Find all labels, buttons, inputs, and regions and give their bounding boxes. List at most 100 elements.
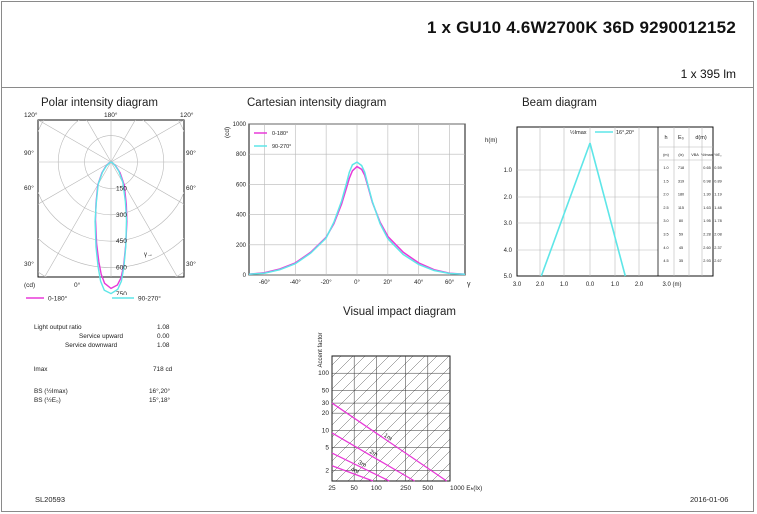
beam-table-cell: 2.28 [703, 233, 710, 237]
visual-hatch [332, 356, 390, 414]
polar-title: Polar intensity diagram [41, 97, 158, 109]
beam-table-cell: 2.37 [714, 246, 721, 250]
cartesian-x-ticks: -60° -40° -20° 0° 20° 40° 60° [259, 280, 455, 286]
polar-spoke [110, 120, 184, 163]
visual-hatch [332, 356, 414, 438]
polar-gamma-marker: γ→ [144, 252, 153, 258]
polar-spoke [44, 161, 112, 277]
visual-y-label: Accent factor [318, 332, 324, 367]
cartesian-y-tick: 400 [236, 213, 247, 219]
cartesian-legend-label-90-270: 90-270° [272, 144, 291, 150]
polar-ring-label: 600 [116, 265, 127, 272]
visual-hatch [443, 474, 450, 481]
polar-legend-label-0-180: 0-180° [48, 295, 68, 303]
cartesian-y-tick: 800 [236, 152, 247, 158]
stat-label-bs-imax: BS (½Imax) [34, 388, 68, 395]
polar-spoke [110, 161, 178, 277]
visual-impact-diagram: Accent factor 100 50 30 20 10 5 2 25 50 100 250 50… [318, 332, 492, 492]
beam-cone-right [589, 142, 627, 277]
beam-y-label: 5.0 [504, 274, 513, 280]
cartesian-y-tick: 1000 [233, 122, 247, 128]
visual-y-label: 50 [322, 387, 330, 394]
beam-table-unit: (lx) [678, 153, 684, 157]
polar-spoke [110, 161, 184, 205]
stat-value-bs-imax: 16°,20° [149, 388, 171, 395]
visual-x-labels: 25 50 100 250 500 1000 Eₕ(lx) [328, 485, 482, 492]
polar-ring-3 [38, 237, 184, 268]
beam-table-header: d(m) [695, 135, 706, 141]
polar-ring-label: 450 [116, 238, 127, 245]
stat-value-lor: 1.08 [157, 324, 170, 331]
cartesian-legend: 0-180° 90-270° [254, 131, 291, 150]
cartesian-y-tick: 600 [236, 182, 247, 188]
visual-distance-line-2 [331, 452, 390, 482]
polar-label-0: 0° [74, 281, 81, 289]
beam-table-unit: ½Imax [701, 153, 712, 157]
beam-y-label: 1.0 [504, 168, 513, 174]
beam-table-cell: 1.5 [663, 179, 668, 183]
visual-hatch [407, 438, 450, 481]
beam-x-label: 1.0 [611, 282, 620, 288]
polar-diagram: 120° 180° 120° 90° 90° 60° 60° 30° 30° 0… [24, 111, 196, 295]
visual-hatch [332, 356, 450, 474]
visual-y-label: 2 [325, 467, 329, 474]
polar-label-180: 180° [104, 111, 118, 119]
document-code: SL20593 [35, 495, 66, 504]
cartesian-y-unit: (cd) [224, 127, 231, 138]
beam-table-cell: 35 [679, 259, 683, 263]
beam-table-header: E₀ [678, 135, 684, 141]
stat-label-upward: Service upward [79, 333, 124, 340]
beam-table-cell: 319 [678, 179, 684, 183]
polar-cd-label: (cd) [24, 282, 35, 289]
beam-legend-value: 16°,20° [616, 130, 634, 136]
beam-table-cell: 0.65 [703, 166, 710, 170]
visual-y-label: 10 [322, 427, 330, 434]
beam-y-label: 4.0 [504, 248, 513, 254]
beam-table-cell: 80 [679, 219, 683, 223]
beam-table-cell: 2.5 [663, 206, 668, 210]
beam-x-labels: 3.0 2.0 1.0 0.0 1.0 2.0 3.0 (m) [513, 282, 682, 288]
polar-ring-label: 300 [116, 212, 127, 219]
beam-table-cell: 180 [678, 193, 684, 197]
cartesian-series-line-1 [248, 161, 466, 275]
beam-x-label: 3.0 [513, 282, 522, 288]
polar-label-90-right: 90° [186, 149, 196, 157]
stat-value-bs-e0: 15°,18° [149, 397, 171, 404]
beam-table-cell: 1.30 [703, 193, 710, 197]
cartesian-x-tick: -20° [321, 280, 333, 286]
polar-curve-1 [94, 161, 128, 295]
beam-table-cell: 2.93 [703, 259, 710, 263]
beam-table-cell: 1.48 [714, 206, 721, 210]
cartesian-x-tick: 0° [354, 280, 360, 286]
polar-label-30-left: 30° [24, 260, 34, 268]
visual-hatch [383, 414, 450, 481]
beam-table-header: h [664, 135, 667, 141]
visual-y-label: 5 [325, 445, 329, 452]
visual-x-label: 1000 Eₕ(lx) [450, 485, 482, 492]
beam-table-cell: 1.0 [663, 166, 668, 170]
polar-label-30-right: 30° [186, 260, 196, 268]
polar-label-60-left: 60° [24, 184, 34, 192]
polar-spoke [38, 120, 112, 163]
beam-x-label: 3.0 (m) [662, 282, 681, 288]
beam-y-label: 2.0 [504, 195, 513, 201]
beam-table-cell: 115 [678, 206, 684, 210]
polar-ring-labels: 150 300 450 600 750 [116, 185, 127, 295]
cartesian-legend-label-0-180: 0-180° [272, 131, 288, 137]
document-date: 2016-01-06 [690, 495, 729, 504]
product-title: 1 x GU10 4.6W2700K 36D 9290012152 [426, 18, 736, 37]
visual-hatch [456, 356, 492, 481]
visual-hatch [468, 356, 492, 481]
visual-title: Visual impact diagram [343, 306, 456, 318]
stat-label-lor: Light output ratio [34, 324, 82, 331]
visual-hatch [371, 402, 450, 481]
polar-label-60-right: 60° [186, 184, 196, 192]
beam-table-unit: ½E₀ [714, 153, 722, 157]
polar-label-120-left: 120° [24, 111, 38, 119]
visual-x-label: 500 [422, 485, 433, 492]
stat-label-bs-e0: BS (½E₀) [34, 397, 61, 404]
beam-cone [540, 142, 627, 277]
visual-grid [331, 356, 492, 481]
cartesian-series [248, 161, 466, 275]
